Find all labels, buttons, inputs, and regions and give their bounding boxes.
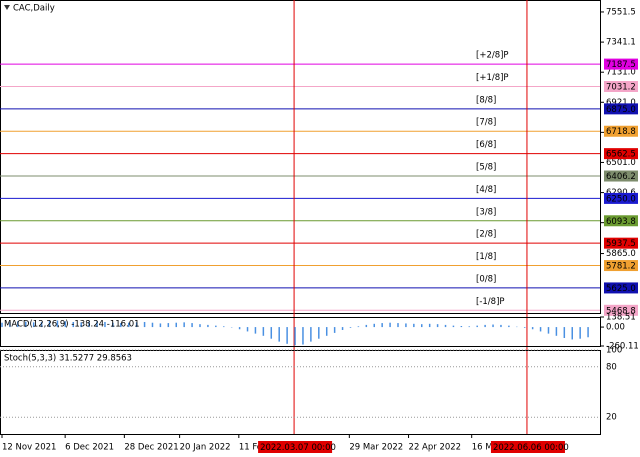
level-value: 6875.0 (606, 105, 636, 115)
level-value: 6250.0 (606, 194, 636, 204)
x-tick-label: 29 Mar 2022 (349, 443, 403, 453)
level-tag: [1/8] (476, 252, 496, 262)
chart-title: CAC,Daily (13, 4, 55, 14)
marker-box (258, 441, 333, 453)
level-value: 5625.0 (606, 284, 636, 294)
level-tag: [0/8] (476, 274, 496, 284)
y-tick-label: 7341.1 (606, 38, 636, 48)
x-tick-label: 12 Nov 2021 (2, 443, 56, 453)
x-tick-label: 22 Apr 2022 (409, 443, 462, 453)
level-box (604, 260, 638, 272)
level-box (604, 237, 638, 249)
level-value: 6406.2 (606, 172, 636, 182)
title-icon (4, 5, 10, 10)
level-tag: [5/8] (476, 163, 496, 173)
y-tick-label: -260.11 (606, 342, 639, 352)
x-tick-label: 6 Dec 2021 (65, 443, 114, 453)
y-tick-label: 80 (606, 362, 617, 372)
level-box (604, 148, 638, 160)
level-tag: [+2/8]P (476, 51, 509, 61)
y-tick-label: 0.00 (606, 323, 625, 333)
level-box (604, 192, 638, 204)
level-tag: [+1/8]P (476, 73, 509, 83)
pane-title: Stoch(5,3,3) 31.5277 29.8563 (4, 354, 132, 364)
level-box (604, 80, 638, 92)
level-tag: [2/8] (476, 230, 496, 240)
level-box (604, 125, 638, 137)
y-tick-label: 7551.5 (606, 7, 636, 17)
x-tick-label: 28 Dec 2021 (124, 443, 178, 453)
y-tick-label: 6501.0 (606, 158, 636, 168)
y-tick-label: 5865.0 (606, 249, 636, 259)
marker-label: 2022.03.07 00:00 (260, 443, 336, 453)
pane-frame (0, 317, 601, 347)
x-tick-label: 20 Jan 2022 (180, 443, 231, 453)
level-value: 5937.5 (606, 239, 636, 249)
level-value: 7187.5 (606, 60, 636, 70)
level-value: 6718.8 (606, 127, 636, 137)
pane-title: MACD(12,26,9) -138.24 -116.01 (4, 320, 140, 330)
marker-label: 2022.06.06 00:00 (493, 443, 569, 453)
level-box (604, 103, 638, 115)
level-value: 5781.2 (606, 262, 636, 272)
level-tag: [-1/8]P (476, 297, 505, 307)
y-tick-label: 20 (606, 413, 617, 423)
level-box (604, 304, 638, 316)
y-tick-label: 100 (606, 346, 622, 356)
y-tick-label: 7131.0 (606, 68, 636, 78)
level-box (604, 170, 638, 182)
level-tag: [3/8] (476, 207, 496, 217)
level-tag: [7/8] (476, 118, 496, 128)
level-tag: [8/8] (476, 95, 496, 105)
y-tick-label: 6921.0 (606, 98, 636, 108)
level-value: 5468.8 (606, 306, 636, 316)
y-tick-label: 138.51 (606, 313, 636, 323)
level-value: 7031.2 (606, 82, 636, 92)
level-tag: [4/8] (476, 185, 496, 195)
marker-box (490, 441, 565, 453)
level-value: 6093.8 (606, 217, 636, 227)
level-box (604, 282, 638, 294)
pane-frame (0, 0, 601, 314)
level-box (604, 58, 638, 70)
level-value: 6562.5 (606, 150, 636, 160)
level-tag: [6/8] (476, 140, 496, 150)
level-box (604, 215, 638, 227)
